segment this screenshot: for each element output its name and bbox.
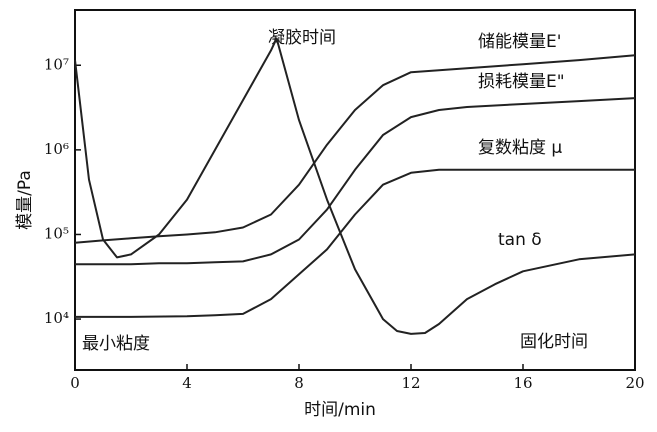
series-line: [74, 37, 636, 335]
y-tick-label: 10⁶: [44, 140, 69, 158]
series-line: [75, 97, 636, 266]
series-label: 损耗模量E": [478, 72, 565, 92]
x-tick-label: 16: [513, 374, 532, 392]
y-tick-label: 10⁴: [44, 309, 69, 327]
series-label: 储能模量E': [478, 32, 561, 52]
x-axis-label: 时间/min: [304, 400, 376, 420]
y-tick-label: 10⁵: [44, 224, 69, 242]
series-label: tan δ: [498, 230, 542, 250]
plot-frame: [74, 9, 636, 371]
x-tick-label: 0: [70, 374, 80, 392]
y-axis-label: 模量/Pa: [15, 170, 35, 230]
annotation: 固化时间: [520, 332, 588, 352]
annotation: 凝胶时间: [268, 28, 336, 48]
x-tick-label: 4: [182, 374, 192, 392]
x-tick-label: 12: [401, 374, 420, 392]
annotation: 最小粘度: [82, 334, 150, 354]
series-line: [75, 168, 635, 318]
x-tick-label: 8: [294, 374, 304, 392]
y-tick-label: 10⁷: [44, 55, 69, 73]
x-tick-label: 20: [625, 374, 644, 392]
series-label: 复数粘度 μ: [478, 138, 562, 158]
